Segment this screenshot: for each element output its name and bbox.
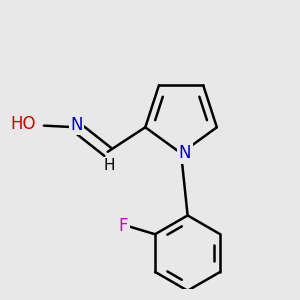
Text: H: H: [103, 158, 115, 173]
Text: HO: HO: [10, 115, 36, 133]
Text: F: F: [119, 217, 128, 235]
Text: N: N: [179, 144, 191, 162]
Text: N: N: [70, 116, 83, 134]
